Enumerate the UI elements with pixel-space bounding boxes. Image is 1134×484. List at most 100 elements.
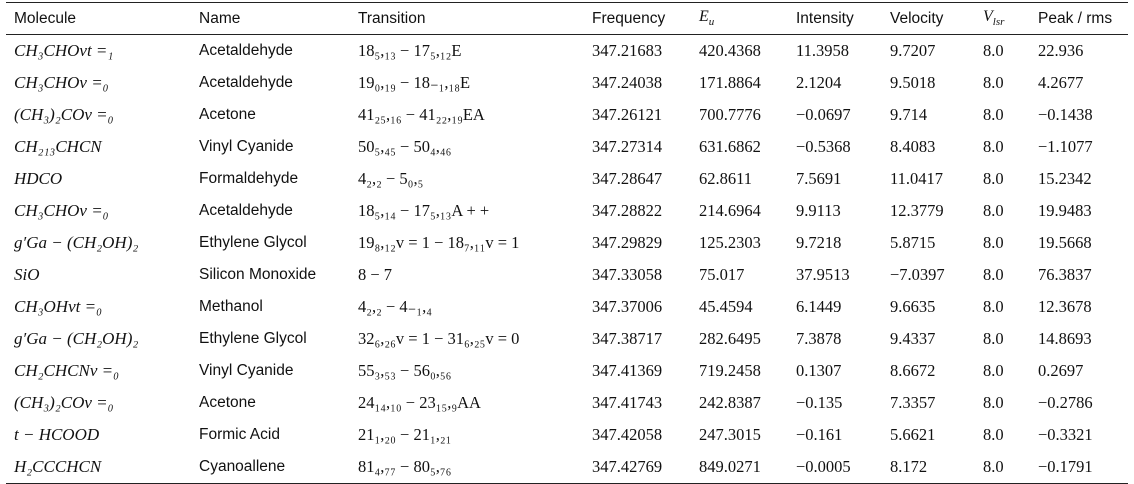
cell-molecule: SiO: [14, 265, 40, 284]
cell-molecule: g′Ga − (CH₂OH)₂: [14, 329, 139, 348]
molecular-line-table: Molecule Name Transition Frequency Eu In…: [6, 2, 1128, 484]
cell-molecule: (CH₃)₂COv =₀: [14, 393, 114, 412]
cell-transition: 4₂,₂ − 4₋₁,₄: [358, 297, 433, 316]
cell-transition: 24₁₄,₁₀ − 23₁₅,₉AA: [358, 393, 481, 412]
table-row: H₂CCCHCN Cyanoallene 81₄,₇₇ − 80₅,₇₆ 347.42…: [6, 451, 1128, 484]
cell-name: Silicon Monoxide: [199, 266, 317, 283]
cell-transition: 50₅,₄₅ − 50₄,₄₆: [358, 137, 452, 156]
cell-velocity: −7.0397: [890, 265, 945, 284]
cell-peak-rms: 76.3837: [1038, 265, 1092, 284]
cell-molecule: (CH₃)₂COv =₀: [14, 105, 114, 124]
cell-molecule: CH₃CHOvt =₁: [14, 41, 114, 60]
cell-peak-rms: 0.2697: [1038, 361, 1084, 380]
cell-frequency: 347.21683: [592, 41, 663, 60]
cell-molecule: CH₃CHOv =₀: [14, 201, 109, 220]
cell-molecule: g′Ga − (CH₂OH)₂: [14, 233, 139, 252]
cell-frequency: 347.37006: [592, 297, 663, 316]
cell-eu: 75.017: [699, 265, 745, 284]
table-row: (CH₃)₂COv =₀ Acetone 41₂₅,₁₆ − 41₂₂,₁₉EA 34…: [6, 99, 1128, 131]
cell-vlsr: 8.0: [983, 361, 1004, 380]
cell-frequency: 347.26121: [592, 105, 663, 124]
cell-peak-rms: −0.2786: [1038, 393, 1093, 412]
cell-intensity: 9.7218: [796, 233, 842, 252]
table-row: CH₃OHvt =₀ Methanol 4₂,₂ − 4₋₁,₄ 347.37006 4…: [6, 291, 1128, 323]
cell-vlsr: 8.0: [983, 297, 1004, 316]
cell-velocity: 12.3779: [890, 201, 944, 220]
cell-eu: 849.0271: [691, 451, 788, 484]
cell-intensity: 2.1204: [796, 73, 842, 92]
cell-intensity: 0.1307: [796, 361, 842, 380]
cell-eu: 247.3015: [699, 425, 761, 444]
header-transition: Transition: [350, 2, 584, 35]
cell-name: Vinyl Cyanide: [199, 362, 294, 379]
cell-peak-rms: 14.8693: [1038, 329, 1092, 348]
cell-molecule: CH₃OHvt =₀: [14, 297, 102, 316]
cell-transition: 55₃,₅₃ − 56₀,₅₆: [358, 361, 452, 380]
cell-transition: 18₅,₁₃ − 17₅,₁₂E: [358, 41, 462, 60]
cell-eu: 242.8387: [699, 393, 761, 412]
cell-velocity: 7.3357: [890, 393, 936, 412]
cell-vlsr: 8.0: [983, 329, 1004, 348]
cell-molecule: H₂CCCHCN: [6, 451, 191, 484]
header-name: Name: [191, 2, 350, 35]
table-row: CH₂CHCNv =₀ Vinyl Cyanide 55₃,₅₃ − 56₀,₅₆ 3…: [6, 355, 1128, 387]
cell-transition: 32₆,₂₆v = 1 − 31₆,₂₅v = 0: [358, 329, 520, 348]
table-row: CH₂₁₃CHCN Vinyl Cyanide 50₅,₄₅ − 50₄,₄₆ 347…: [6, 131, 1128, 163]
cell-frequency: 347.42769: [584, 451, 691, 484]
cell-name: Vinyl Cyanide: [199, 138, 294, 155]
cell-name: Methanol: [199, 298, 263, 315]
table-row: CH₃CHOv =₀ Acetaldehyde 18₅,₁₄ − 17₅,₁₃A +…: [6, 195, 1128, 227]
cell-vlsr: 8.0: [983, 393, 1004, 412]
cell-eu: 214.6964: [699, 201, 761, 220]
cell-eu: 282.6495: [699, 329, 761, 348]
cell-eu: 631.6862: [699, 137, 761, 156]
header-peak-rms: Peak / rms: [1030, 2, 1128, 35]
cell-velocity: 9.7207: [890, 41, 936, 60]
cell-intensity: −0.5368: [796, 137, 851, 156]
table-header-row: Molecule Name Transition Frequency Eu In…: [6, 2, 1128, 35]
cell-name: Cyanoallene: [191, 451, 350, 484]
table-row: HDCO Formaldehyde 4₂,₂ − 5₀,₅ 347.28647 62.8…: [6, 163, 1128, 195]
table-row: CH₃CHOvt =₁ Acetaldehyde 18₅,₁₃ − 17₅,₁₂E 3…: [6, 35, 1128, 68]
table-row: g′Ga − (CH₂OH)₂ Ethylene Glycol 19₈,₁₂v = …: [6, 227, 1128, 259]
cell-transition: 21₁,₂₀ − 21₁,₂₁: [358, 425, 452, 444]
cell-eu: 62.8611: [699, 169, 753, 188]
table-row: (CH₃)₂COv =₀ Acetone 24₁₄,₁₀ − 23₁₅,₉AA 347…: [6, 387, 1128, 419]
cell-molecule: CH₂CHCNv =₀: [14, 361, 119, 380]
cell-frequency: 347.28822: [592, 201, 663, 220]
cell-molecule: t − HCOOD: [14, 425, 100, 444]
cell-frequency: 347.41743: [592, 393, 663, 412]
cell-velocity: 8.6672: [890, 361, 936, 380]
cell-peak-rms: −0.3321: [1038, 425, 1093, 444]
cell-peak-rms: 12.3678: [1038, 297, 1092, 316]
table-row: SiO Silicon Monoxide 8 − 7 347.33058 75.017 3…: [6, 259, 1128, 291]
cell-transition: 18₅,₁₄ − 17₅,₁₃A + +: [358, 201, 490, 220]
cell-transition: 19₈,₁₂v = 1 − 18₇,₁₁v = 1: [358, 233, 520, 252]
table-row: CH₃CHOv =₀ Acetaldehyde 19₀,₁₉ − 18₋₁,₁₈E 3…: [6, 67, 1128, 99]
cell-intensity: 7.3878: [796, 329, 842, 348]
cell-velocity: 9.5018: [890, 73, 936, 92]
cell-eu: 125.2303: [699, 233, 761, 252]
cell-peak-rms: −0.1438: [1038, 105, 1093, 124]
cell-molecule: HDCO: [14, 169, 63, 188]
cell-frequency: 347.29829: [592, 233, 663, 252]
cell-vlsr: 8.0: [983, 137, 1004, 156]
cell-transition: 41₂₅,₁₆ − 41₂₂,₁₉EA: [358, 105, 485, 124]
cell-molecule: CH₂₁₃CHCN: [14, 137, 102, 156]
cell-name: Formaldehyde: [199, 170, 299, 187]
table-row: g′Ga − (CH₂OH)₂ Ethylene Glycol 32₆,₂₆v = …: [6, 323, 1128, 355]
cell-vlsr: 8.0: [983, 233, 1004, 252]
cell-frequency: 347.33058: [592, 265, 663, 284]
cell-eu: 420.4368: [699, 41, 761, 60]
cell-intensity: −0.161: [796, 425, 843, 444]
cell-intensity: −0.0697: [796, 105, 851, 124]
cell-peak-rms: 15.2342: [1038, 169, 1092, 188]
cell-peak-rms: 19.9483: [1038, 201, 1092, 220]
cell-eu: 719.2458: [699, 361, 761, 380]
cell-name: Acetone: [199, 106, 256, 123]
cell-peak-rms: −1.1077: [1038, 137, 1093, 156]
cell-frequency: 347.28647: [592, 169, 663, 188]
table-body: CH₃CHOvt =₁ Acetaldehyde 18₅,₁₃ − 17₅,₁₂E 3…: [6, 35, 1128, 484]
cell-peak-rms: 4.2677: [1038, 73, 1084, 92]
cell-transition: 19₀,₁₉ − 18₋₁,₁₈E: [358, 73, 471, 92]
